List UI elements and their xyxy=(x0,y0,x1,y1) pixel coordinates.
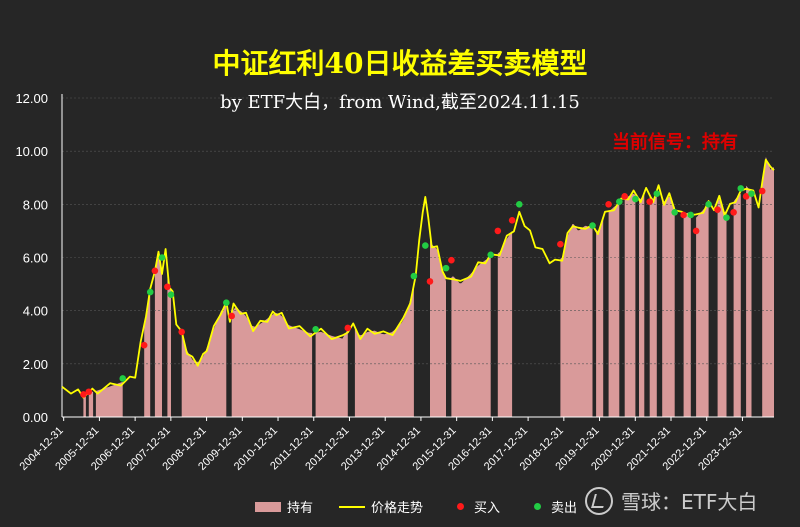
buy-marker-18 xyxy=(714,206,721,213)
hold-area-19 xyxy=(662,196,675,417)
hold-areas xyxy=(83,157,774,417)
sell-marker-13 xyxy=(632,195,639,203)
buy-marker-17 xyxy=(692,227,700,235)
legend-item-sell: 卖出 xyxy=(526,497,577,516)
hold-area-10 xyxy=(430,232,446,417)
sell-marker-5 xyxy=(312,325,319,333)
sell-marker-8 xyxy=(442,264,450,272)
legend-label-hold: 持有 xyxy=(287,501,314,516)
hold-area-14 xyxy=(596,219,604,417)
hold-area-8 xyxy=(315,329,348,417)
legend-label-price: 价格走势 xyxy=(371,501,424,516)
legend-swatch-hold xyxy=(255,501,281,512)
hold-area-1 xyxy=(88,391,94,417)
buy-marker-12 xyxy=(557,240,564,248)
sell-marker-19 xyxy=(737,185,745,192)
sell-marker-11 xyxy=(589,222,596,229)
hold-area-7 xyxy=(231,307,313,417)
y-tick-label-4: 8.00 xyxy=(23,197,48,212)
hold-area-24 xyxy=(746,185,752,417)
buy-marker-0 xyxy=(80,391,87,398)
sell-marker-3 xyxy=(167,291,175,299)
sell-marker-4 xyxy=(223,299,230,306)
buy-marker-13 xyxy=(605,201,612,208)
hold-area-0 xyxy=(83,393,86,417)
sell-marker-16 xyxy=(687,211,695,219)
sell-marker-18 xyxy=(723,214,730,221)
buy-marker-21 xyxy=(758,187,766,195)
legend-item-buy: 买入 xyxy=(449,497,500,516)
hold-area-18 xyxy=(649,191,657,417)
buy-marker-1 xyxy=(85,388,93,396)
hold-area-17 xyxy=(639,193,645,417)
sell-marker-9 xyxy=(487,251,495,259)
buy-marker-9 xyxy=(448,256,455,264)
legend-label-buy: 买入 xyxy=(474,501,501,516)
legend: 持有 价格走势 买入 卖出 xyxy=(255,497,603,516)
hold-area-22 xyxy=(717,199,727,417)
legend-item-price: 价格走势 xyxy=(339,497,423,516)
buy-marker-5 xyxy=(178,328,185,336)
hold-area-16 xyxy=(624,193,636,417)
sell-marker-7 xyxy=(422,242,429,249)
hold-area-23 xyxy=(733,193,741,417)
legend-swatch-buy xyxy=(457,503,465,510)
y-tick-label-5: 10.00 xyxy=(15,144,48,159)
hold-area-4 xyxy=(154,254,162,417)
buy-marker-8 xyxy=(426,278,434,285)
sell-marker-0 xyxy=(119,375,127,382)
sell-marker-14 xyxy=(653,190,661,197)
sell-marker-1 xyxy=(146,288,154,296)
y-tick-label-1: 2.00 xyxy=(23,357,48,372)
buy-marker-4 xyxy=(164,283,171,291)
xueqiu-logo-icon xyxy=(585,486,613,515)
y-tick-label-2: 4.00 xyxy=(23,304,48,319)
buy-marker-14 xyxy=(621,193,628,200)
sell-marker-6 xyxy=(410,272,418,280)
price-line-group xyxy=(61,158,775,399)
hold-area-9 xyxy=(354,285,414,417)
hold-area-3 xyxy=(144,292,151,417)
watermark: 雪球：ETF大白 xyxy=(585,486,757,515)
hold-area-11 xyxy=(451,257,491,417)
chart-subtitle: by ETF大白，from Wind,截至2024.11.15 xyxy=(220,92,580,113)
buy-marker-15 xyxy=(646,198,653,205)
legend-label-sell: 卖出 xyxy=(551,501,578,516)
current-signal: 当前信号：持有 xyxy=(612,132,738,153)
chart-title: 中证红利40日收益差买卖模型 xyxy=(212,47,588,80)
sell-marker-12 xyxy=(616,198,623,205)
sell-marker-17 xyxy=(705,201,712,208)
buy-marker-16 xyxy=(680,211,687,219)
y-tick-label-3: 6.00 xyxy=(23,251,48,266)
buy-marker-19 xyxy=(730,209,737,216)
hold-area-15 xyxy=(608,203,620,417)
hold-area-12 xyxy=(497,230,513,417)
y-tick-label-6: 12.00 xyxy=(15,91,48,106)
legend-item-hold: 持有 xyxy=(255,497,313,516)
hold-area-2 xyxy=(95,381,123,417)
hold-area-20 xyxy=(683,212,691,417)
hold-area-25 xyxy=(762,157,774,417)
buy-marker-6 xyxy=(228,312,235,320)
price-line xyxy=(61,158,775,399)
buy-marker-3 xyxy=(151,267,159,275)
buy-marker-20 xyxy=(742,193,750,200)
sell-marker-20 xyxy=(748,190,755,197)
hold-area-13 xyxy=(560,224,593,417)
hold-area-6 xyxy=(181,305,227,417)
hold-area-5 xyxy=(167,268,171,417)
signal-markers xyxy=(80,185,766,398)
legend-swatch-sell xyxy=(534,503,542,510)
buy-marker-7 xyxy=(344,324,352,332)
sell-marker-15 xyxy=(671,209,678,216)
buy-marker-2 xyxy=(140,341,148,349)
watermark-text: 雪球：ETF大白 xyxy=(621,490,758,514)
sell-marker-10 xyxy=(515,201,523,208)
buy-marker-11 xyxy=(508,216,516,224)
sell-marker-2 xyxy=(158,254,166,261)
legend-swatch-price xyxy=(339,505,366,508)
buy-marker-10 xyxy=(494,227,502,235)
y-tick-label-0: 0.00 xyxy=(23,410,48,425)
